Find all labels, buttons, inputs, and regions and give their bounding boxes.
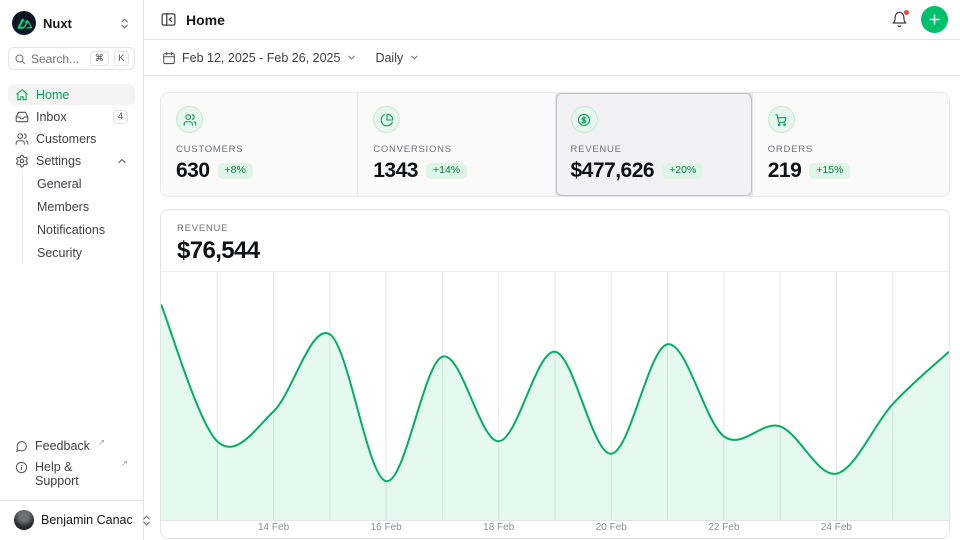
sidebar-item-inbox[interactable]: Inbox 4 [8,106,135,127]
topbar-actions [891,6,948,33]
main-content: CUSTOMERS 630 +8% CONVERSIONS 1343 +14% [144,76,960,540]
sidebar-item-label: Settings [36,154,81,168]
stat-delta-badge: +20% [662,163,703,180]
chat-bubble-icon [15,440,28,453]
external-link-icon: ↗ [121,458,128,469]
x-tick-label: 24 Feb [821,522,852,533]
granularity-select[interactable]: Daily [373,47,422,69]
external-link-icon: ↗ [98,437,105,448]
x-tick-label: 18 Feb [483,522,514,533]
user-menu[interactable]: Benjamin Canac [8,502,135,532]
stat-delta-badge: +14% [426,163,467,180]
sidebar-item-security[interactable]: Security [35,242,135,264]
stat-tile-revenue[interactable]: REVENUE $477,626 +20% [556,93,752,196]
dollar-circle-icon [577,113,591,127]
workspace-name: Nuxt [43,16,72,31]
x-tick-label: 22 Feb [708,522,739,533]
sidebar-item-members[interactable]: Members [35,196,135,218]
date-range-picker[interactable]: Feb 12, 2025 - Feb 26, 2025 [160,47,359,69]
chart-x-axis: 14 Feb 16 Feb 18 Feb 20 Feb 22 Feb 24 Feb [161,522,949,538]
stat-label: ORDERS [768,144,934,155]
sidebar-item-customers[interactable]: Customers [8,128,135,149]
stat-tile-conversions[interactable]: CONVERSIONS 1343 +14% [358,93,554,196]
chart-plot [161,272,949,521]
feedback-label: Feedback [35,439,90,453]
stat-label: REVENUE [571,144,737,155]
chart-value: $76,544 [177,237,933,265]
stat-value: $477,626 [571,159,655,183]
nuxt-logo-icon [12,11,36,35]
sidebar-item-label: Home [36,88,69,102]
chart-header: REVENUE $76,544 [161,210,949,265]
chevron-up-icon [116,155,128,167]
chevrons-up-down-icon [118,17,131,30]
revenue-area-chart [161,271,949,520]
home-icon [15,88,29,102]
kbd-k: K [114,51,129,66]
stat-delta-badge: +15% [809,163,850,180]
inbox-icon [15,110,29,124]
stat-value: 630 [176,159,210,183]
users-icon [183,113,197,127]
notifications-button[interactable] [891,11,908,28]
stat-tile-orders[interactable]: ORDERS 219 +15% [753,93,949,196]
chart-label: REVENUE [177,223,933,234]
inbox-count-badge: 4 [113,110,128,124]
x-tick-label: 16 Feb [371,522,402,533]
chevron-down-icon [346,52,357,63]
pie-chart-icon [380,113,394,127]
sidebar-item-general[interactable]: General [35,173,135,195]
gear-icon [15,154,29,168]
stat-value: 219 [768,159,802,183]
calendar-icon [162,51,176,65]
notification-dot [903,9,910,16]
chevron-down-icon [409,52,420,63]
help-support-label: Help & Support [35,460,113,488]
granularity-label: Daily [375,51,403,65]
sidebar-collapse-button[interactable] [160,11,177,28]
sidebar: Nuxt Search... ⌘ K Home Inbox 4 Cust [0,0,144,540]
cart-icon [774,113,788,127]
x-tick-label: 20 Feb [596,522,627,533]
user-name: Benjamin Canac [41,513,133,527]
avatar [14,510,34,530]
plus-icon [927,12,942,27]
sidebar-item-settings[interactable]: Settings [8,150,135,171]
stat-tile-customers[interactable]: CUSTOMERS 630 +8% [161,93,357,196]
settings-children: General Members Notifications Security [22,173,135,264]
add-button[interactable] [921,6,948,33]
app-root: Nuxt Search... ⌘ K Home Inbox 4 Cust [0,0,960,540]
main-column: Home Feb 12, 2025 - Feb 26, 2025 Daily [144,0,960,540]
info-icon [15,461,28,474]
page-title: Home [186,12,225,28]
filter-toolbar: Feb 12, 2025 - Feb 26, 2025 Daily [144,40,960,76]
sidebar-item-label: Inbox [36,110,67,124]
sidebar-item-notifications[interactable]: Notifications [35,219,135,241]
help-support-link[interactable]: Help & Support ↗ [8,457,135,491]
stat-label: CUSTOMERS [176,144,342,155]
sidebar-item-label: Customers [36,132,96,146]
users-icon [15,132,29,146]
sidebar-footer: Feedback ↗ Help & Support ↗ Benjamin Can… [8,436,135,532]
search-placeholder: Search... [31,52,85,66]
sidebar-nav: Home Inbox 4 Customers Settings General [8,84,135,264]
kbd-cmd: ⌘ [90,51,109,66]
date-range-label: Feb 12, 2025 - Feb 26, 2025 [182,51,340,65]
stat-value: 1343 [373,159,418,183]
x-tick-label: 14 Feb [258,522,289,533]
revenue-chart-card: REVENUE $76,544 14 Feb 16 Feb 18 Feb 20 Feb… [160,209,950,539]
search-icon [14,53,26,65]
workspace-switcher[interactable]: Nuxt [8,8,135,38]
search-input[interactable]: Search... ⌘ K [8,47,135,70]
stat-label: CONVERSIONS [373,144,539,155]
stat-delta-badge: +8% [218,163,253,180]
top-header: Home [144,0,960,40]
sidebar-item-home[interactable]: Home [8,84,135,105]
feedback-link[interactable]: Feedback ↗ [8,436,135,456]
stats-grid: CUSTOMERS 630 +8% CONVERSIONS 1343 +14% [160,92,950,197]
divider [0,500,143,501]
